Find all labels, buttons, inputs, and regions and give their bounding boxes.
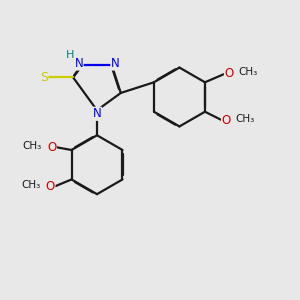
Text: O: O bbox=[224, 67, 234, 80]
Text: H: H bbox=[66, 50, 75, 60]
Text: N: N bbox=[74, 57, 83, 70]
Text: CH₃: CH₃ bbox=[21, 180, 40, 190]
Text: N: N bbox=[111, 57, 120, 70]
Text: CH₃: CH₃ bbox=[236, 114, 255, 124]
Text: O: O bbox=[221, 114, 231, 127]
Text: CH₃: CH₃ bbox=[23, 141, 42, 151]
Text: O: O bbox=[46, 180, 55, 193]
Text: S: S bbox=[40, 71, 48, 84]
Text: O: O bbox=[47, 141, 56, 154]
Text: N: N bbox=[93, 107, 101, 120]
Text: CH₃: CH₃ bbox=[239, 67, 258, 77]
